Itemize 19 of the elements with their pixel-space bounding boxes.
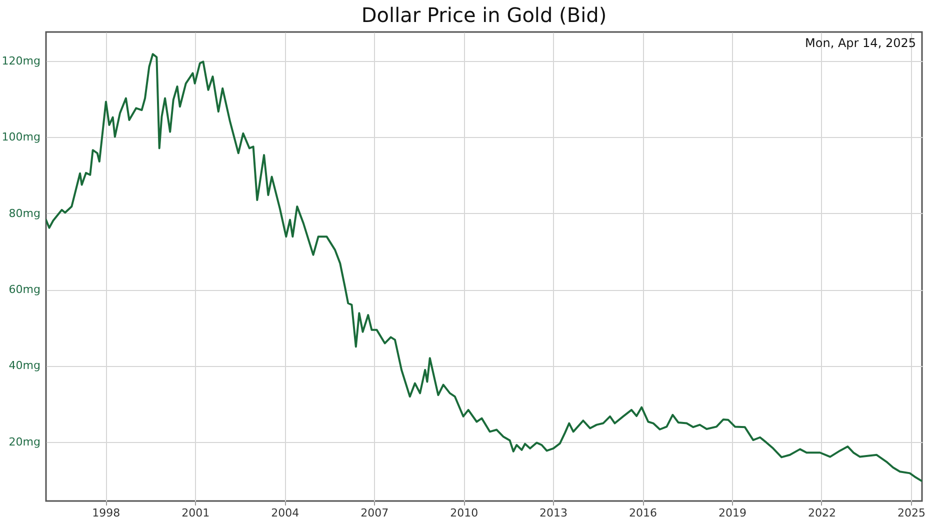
x-tick-label: 2007 xyxy=(360,506,389,520)
x-tick-label: 2001 xyxy=(182,506,210,520)
chart-title: Dollar Price in Gold (Bid) xyxy=(361,3,607,27)
x-tick-label: 2016 xyxy=(629,506,658,520)
y-tick-label: 100mg xyxy=(2,130,40,144)
y-tick-label: 60mg xyxy=(8,283,40,296)
x-tick-label: 2010 xyxy=(450,506,478,520)
x-tick-label: 2022 xyxy=(808,506,836,520)
y-tick-label: 40mg xyxy=(8,359,40,372)
line-series xyxy=(46,53,922,482)
y-tick-label: 120mg xyxy=(2,54,40,68)
x-tick-label: 2019 xyxy=(718,506,747,520)
x-tick-label: 1998 xyxy=(92,506,120,520)
y-tick-label: 20mg xyxy=(8,435,40,448)
x-tick-label: 2013 xyxy=(540,506,568,520)
annotation: Mon, Apr 14, 2025 xyxy=(805,36,916,50)
x-tick-label: 2025 xyxy=(897,506,926,520)
x-tick-label: 2004 xyxy=(271,506,300,520)
y-tick-label: 80mg xyxy=(8,206,40,220)
